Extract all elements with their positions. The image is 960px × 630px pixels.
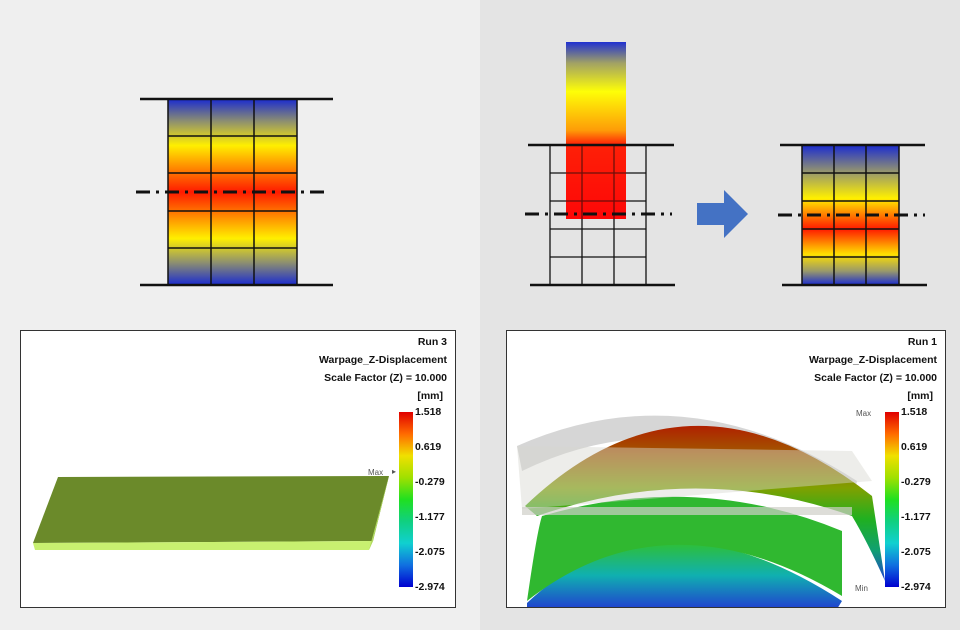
legend-tick-label: -2.974 [901,581,931,593]
right-schematic [778,143,927,287]
warped-plate-model [517,415,885,607]
run-title: Run 3 [417,336,447,348]
result-panel-run-1: Run 1 Warpage_Z-Displacement Scale Facto… [506,330,946,608]
unit-label: [mm] [907,390,933,402]
left-schematic [136,97,333,287]
min-marker: Min [855,584,868,593]
middle-schematic [525,42,675,287]
result-name: Warpage_Z-Displacement [809,354,937,366]
legend-tick-label: -0.279 [415,476,445,488]
legend-tick-label: -2.075 [901,546,931,558]
schematic-diagrams [136,42,927,287]
legend-tick-label: -0.279 [901,476,931,488]
legend-tick-label: -1.177 [901,511,931,523]
unit-label: [mm] [417,390,443,402]
legend-tick-label: 1.518 [415,406,442,418]
legend-tick-label: -1.177 [415,511,445,523]
scale-factor: Scale Factor (Z) = 10.000 [814,372,937,384]
max-marker: Max [856,409,872,418]
max-marker: Max [368,468,384,477]
color-legend [885,412,899,587]
legend-tick-label: -2.974 [415,581,445,593]
color-legend [399,412,413,587]
legend-tick-label: -2.075 [415,546,445,558]
legend-tick-label: 1.518 [901,406,928,418]
result-name: Warpage_Z-Displacement [319,354,447,366]
arrow-right-icon [697,190,748,238]
legend-tick-label: 0.619 [901,441,928,453]
flat-plate-model [33,476,389,550]
result-panel-run-3: Run 3 Warpage_Z-Displacement Scale Facto… [20,330,456,608]
marker-arrow-icon: ▸ [392,467,397,476]
scale-factor: Scale Factor (Z) = 10.000 [324,372,447,384]
legend-tick-label: 0.619 [415,441,442,453]
run-title: Run 1 [907,336,937,348]
